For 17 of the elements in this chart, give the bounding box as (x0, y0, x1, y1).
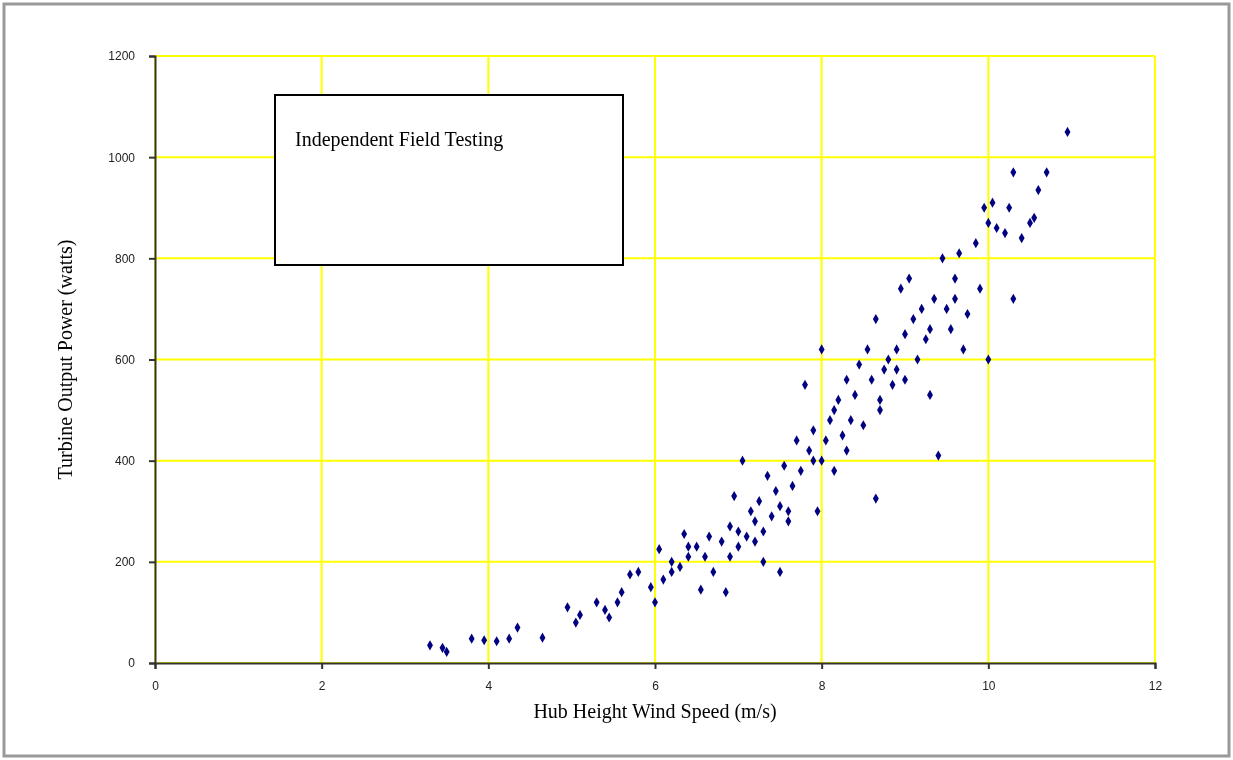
x-tick-label: 10 (982, 678, 996, 693)
y-axis-title: Turbine Output Power (watts) (54, 239, 77, 480)
y-tick-label: 200 (114, 555, 136, 570)
annotation: Independent Field Testing (295, 128, 504, 151)
y-tick-label: 1000 (108, 150, 136, 165)
x-tick-label: 12 (1148, 678, 1163, 693)
y-tick-label: 1200 (108, 49, 136, 64)
x-tick-label: 8 (818, 678, 826, 693)
x-axis-title: Hub Height Wind Speed (m/s) (533, 700, 777, 723)
x-tick-label: 4 (485, 678, 493, 693)
y-tick-label: 400 (114, 454, 136, 469)
x-tick-label: 0 (152, 678, 160, 693)
y-tick-label: 600 (114, 352, 136, 367)
y-tick-label: 800 (114, 251, 136, 266)
y-tick-label: 0 (128, 656, 136, 671)
x-tick-label: 6 (652, 678, 660, 693)
x-tick-label: 2 (318, 678, 326, 693)
